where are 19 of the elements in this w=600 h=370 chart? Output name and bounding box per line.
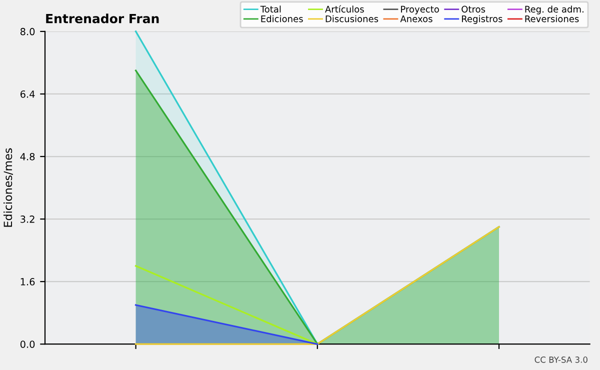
text: CC BY-SA 3.0 [534,356,588,363]
y-tick-label: 1.6 [20,278,35,286]
legend-label: Reversiones [525,15,579,22]
y-axis-title: Ediciones/mes [4,148,13,227]
y-tick-label: 0.0 [20,340,35,348]
legend-label: Reg. de adm. [525,6,584,14]
legend-label: Proyecto [401,6,439,14]
y-tick-label: 3.2 [20,216,34,223]
y-tick-label: 6.4 [20,90,35,98]
chart-title: Entrenador Fran [46,14,159,24]
legend-label: Discusiones [326,15,378,22]
legend-label: Otros [462,6,486,13]
legend-label: Registros [462,15,502,24]
legend-label: Anexos [400,16,432,22]
y-tick-label: 4.8 [20,152,35,160]
legend-label: Ediciones [261,15,303,22]
legend-label: Total [260,6,281,13]
legend-label: Artículos [325,5,364,13]
y-tick-label: 8.0 [20,28,35,36]
